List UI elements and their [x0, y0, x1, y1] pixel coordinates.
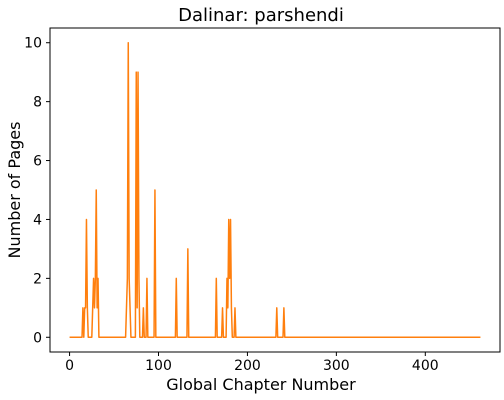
chart-title: Dalinar: parshendi [178, 5, 344, 26]
x-tick-label: 300 [323, 358, 350, 374]
x-tick-label: 100 [145, 358, 172, 374]
plot-frame [50, 28, 500, 352]
x-axis-label: Global Chapter Number [166, 375, 356, 394]
x-axis-ticks: 0 100 200 300 400 [65, 352, 439, 374]
x-tick-label: 400 [412, 358, 439, 374]
y-tick-label: 0 [33, 330, 42, 346]
x-tick-label: 0 [65, 358, 74, 374]
y-axis-ticks: 0 2 4 6 8 10 [24, 36, 50, 347]
y-tick-label: 6 [33, 154, 42, 170]
x-tick-label: 200 [234, 358, 261, 374]
y-tick-label: 8 [33, 95, 42, 111]
plot-area [50, 28, 500, 352]
y-tick-label: 4 [33, 212, 42, 228]
y-tick-label: 2 [33, 271, 42, 287]
y-tick-label: 10 [24, 36, 42, 52]
y-axis-label: Number of Pages [5, 122, 24, 259]
